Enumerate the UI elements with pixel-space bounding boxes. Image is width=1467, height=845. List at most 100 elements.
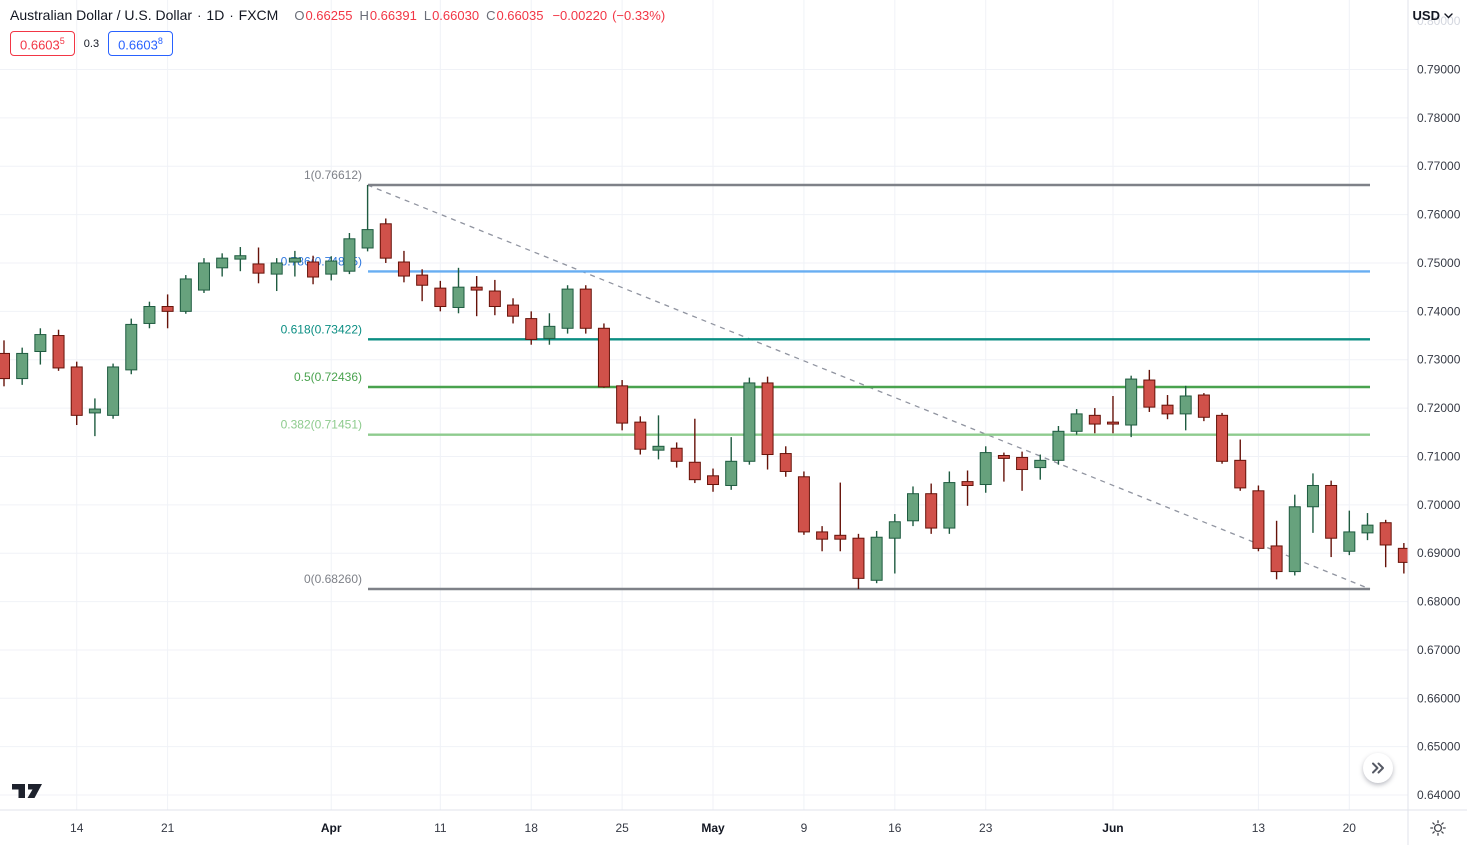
- candlestick[interactable]: [1034, 454, 1047, 480]
- candlestick[interactable]: [52, 329, 65, 371]
- candlestick[interactable]: [1306, 473, 1319, 533]
- candlestick[interactable]: [1179, 385, 1192, 431]
- candlestick[interactable]: [1252, 485, 1265, 552]
- candlestick[interactable]: [852, 533, 865, 589]
- price-axis-label: 0.64000: [1417, 788, 1461, 802]
- candlestick[interactable]: [1397, 543, 1409, 574]
- fib-retracement[interactable]: 1(0.76612) 0.786(0.74825) 0.618(0.73422) 0.…: [281, 168, 1370, 591]
- candlestick[interactable]: [1270, 520, 1283, 580]
- candlestick[interactable]: [325, 256, 338, 281]
- candle-body: [616, 385, 629, 424]
- candlestick[interactable]: [597, 323, 610, 388]
- candlestick[interactable]: [525, 311, 538, 345]
- candlestick[interactable]: [1361, 513, 1374, 541]
- candlestick[interactable]: [397, 250, 410, 283]
- time-axis[interactable]: 14 21 Apr 11 18 25 May 9 16 23 Jun 13 20: [70, 821, 1356, 835]
- candle-body: [525, 318, 538, 340]
- price-axis-label: 0.72000: [1417, 401, 1461, 415]
- candlestick[interactable]: [1379, 519, 1392, 568]
- candlestick[interactable]: [561, 285, 574, 334]
- candlestick[interactable]: [943, 471, 956, 534]
- candlestick[interactable]: [1288, 494, 1301, 576]
- candlestick[interactable]: [88, 398, 101, 437]
- candlestick[interactable]: [1216, 412, 1229, 464]
- candlestick[interactable]: [707, 468, 720, 492]
- candlestick[interactable]: [270, 258, 283, 292]
- candle-body: [1397, 547, 1408, 563]
- candlestick[interactable]: [816, 526, 829, 552]
- candlestick[interactable]: [70, 361, 83, 426]
- candlestick[interactable]: [216, 253, 229, 277]
- candlestick[interactable]: [179, 275, 192, 314]
- currency-unit-dropdown[interactable]: USD: [1413, 8, 1453, 23]
- candlestick[interactable]: [670, 442, 683, 468]
- time-axis-label: 9: [801, 821, 808, 835]
- timeframe-label[interactable]: 1D: [206, 7, 225, 23]
- candlestick[interactable]: [997, 452, 1010, 482]
- candlestick[interactable]: [925, 483, 938, 534]
- candlestick[interactable]: [1325, 480, 1338, 558]
- candlestick[interactable]: [979, 446, 992, 493]
- candlestick[interactable]: [870, 530, 883, 584]
- candlestick[interactable]: [434, 280, 447, 312]
- candlestick[interactable]: [416, 269, 429, 302]
- candlestick[interactable]: [888, 514, 901, 574]
- candlestick[interactable]: [634, 416, 647, 455]
- candlestick[interactable]: [0, 340, 10, 387]
- candlestick[interactable]: [1234, 439, 1247, 491]
- candlestick[interactable]: [307, 255, 320, 285]
- tradingview-logo[interactable]: [11, 782, 47, 800]
- candle-body: [961, 481, 974, 486]
- candlestick[interactable]: [579, 285, 592, 334]
- candle-body: [597, 327, 610, 388]
- candlestick[interactable]: [16, 347, 29, 385]
- expand-panel-button[interactable]: [1363, 753, 1393, 783]
- candlestick[interactable]: [761, 376, 774, 470]
- candlestick[interactable]: [1052, 425, 1065, 465]
- price-axis[interactable]: 0.80000 0.79000 0.78000 0.77000 0.76000 0.750…: [1417, 14, 1461, 802]
- candlestick[interactable]: [197, 258, 210, 293]
- candlestick[interactable]: [34, 328, 47, 365]
- candlestick[interactable]: [343, 232, 356, 275]
- candlestick[interactable]: [488, 279, 501, 316]
- candlestick[interactable]: [961, 470, 974, 506]
- candlestick[interactable]: [1143, 369, 1156, 412]
- buy-price-button[interactable]: 0.66038: [108, 31, 173, 57]
- candlestick[interactable]: [616, 380, 629, 431]
- sell-price-button[interactable]: 0.66035: [10, 31, 75, 57]
- candlestick[interactable]: [1070, 409, 1083, 435]
- symbol-title[interactable]: Australian Dollar / U.S. Dollar: [10, 7, 193, 23]
- candlestick[interactable]: [379, 218, 392, 263]
- candlestick[interactable]: [107, 363, 120, 419]
- candlestick[interactable]: [834, 482, 847, 552]
- bid-ask-bar: 0.66035 0.3 0.66038: [10, 31, 173, 57]
- candlestick[interactable]: [1197, 393, 1210, 422]
- candlestick[interactable]: [1343, 510, 1356, 556]
- candlestick[interactable]: [1088, 408, 1101, 434]
- candlestick[interactable]: [1125, 375, 1138, 438]
- candlestick[interactable]: [743, 377, 756, 465]
- axis-settings-button[interactable]: [1424, 815, 1451, 841]
- candlestick[interactable]: [470, 276, 483, 317]
- candlestick[interactable]: [688, 418, 701, 484]
- candlestick[interactable]: [361, 185, 374, 252]
- exchange-label[interactable]: FXCM: [238, 7, 279, 23]
- candlestick[interactable]: [452, 267, 465, 314]
- candlestick[interactable]: [1161, 395, 1174, 420]
- candlestick[interactable]: [125, 318, 138, 375]
- candlestick[interactable]: [143, 301, 156, 329]
- candlestick[interactable]: [234, 247, 247, 272]
- candlestick[interactable]: [907, 486, 919, 527]
- candlestick[interactable]: [1016, 451, 1029, 491]
- candlestick[interactable]: [507, 298, 520, 324]
- candlestick[interactable]: [779, 446, 792, 477]
- candlestick[interactable]: [252, 247, 265, 284]
- candlestick[interactable]: [543, 313, 556, 345]
- candlestick[interactable]: [652, 415, 665, 460]
- candlestick[interactable]: [161, 294, 174, 329]
- candlestick[interactable]: [288, 250, 301, 277]
- candlestick[interactable]: [1106, 395, 1119, 434]
- candlestick[interactable]: [797, 471, 810, 535]
- candlestick[interactable]: [725, 437, 738, 490]
